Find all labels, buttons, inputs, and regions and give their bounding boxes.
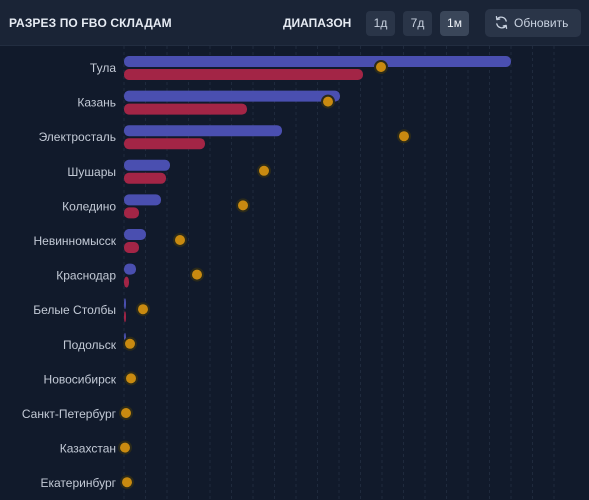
bars bbox=[124, 56, 511, 344]
marker-point bbox=[124, 371, 138, 386]
marker-point bbox=[236, 198, 250, 213]
category-label: Казахстан bbox=[60, 442, 116, 456]
bar-series-2 bbox=[124, 242, 139, 253]
category-label: Новосибирск bbox=[44, 372, 117, 386]
category-label: Шушары bbox=[67, 165, 116, 179]
marker-point bbox=[374, 60, 388, 74]
category-label: Санкт-Петербург bbox=[22, 407, 117, 421]
bar-series-1 bbox=[124, 90, 340, 102]
marker-point bbox=[257, 163, 271, 178]
refresh-label: Обновить bbox=[514, 16, 569, 30]
bar-series-2 bbox=[124, 276, 129, 288]
category-label: Краснодар bbox=[56, 269, 116, 283]
bar-series-2 bbox=[124, 103, 247, 115]
bar-series-1 bbox=[124, 263, 136, 275]
bar-series-2 bbox=[124, 172, 166, 184]
category-label: Казань bbox=[77, 96, 116, 110]
category-label: Невинномысск bbox=[34, 234, 117, 248]
range-label: ДИАПАЗОН bbox=[283, 16, 352, 30]
marker-point bbox=[118, 440, 132, 455]
chart-header: РАЗРЕЗ ПО FBO СКЛАДАМ ДИАПАЗОН 1д 7д 1м … bbox=[0, 0, 589, 46]
marker-point bbox=[136, 302, 150, 317]
range-1d-button[interactable]: 1д bbox=[366, 11, 395, 36]
range-1m-button[interactable]: 1м bbox=[440, 11, 469, 36]
marker-point bbox=[173, 233, 187, 247]
bar-series-2 bbox=[124, 69, 363, 80]
bar-series-2 bbox=[124, 311, 126, 323]
category-label: Электросталь bbox=[39, 130, 116, 144]
category-labels: Тула Казань Электросталь Шушары Коледино Неви… bbox=[22, 61, 117, 490]
category-label: Екатеринбург bbox=[41, 476, 117, 490]
page-title: РАЗРЕЗ ПО FBO СКЛАДАМ bbox=[9, 16, 172, 30]
bar-series-1 bbox=[124, 229, 146, 240]
grid-lines bbox=[123, 46, 555, 500]
bar-series-2 bbox=[124, 138, 205, 150]
category-label: Подольск bbox=[63, 338, 117, 352]
bar-series-1 bbox=[124, 125, 282, 137]
bar-series-1 bbox=[124, 159, 170, 171]
marker-point bbox=[321, 94, 335, 109]
bar-series-1 bbox=[124, 56, 511, 67]
category-label: Тула bbox=[90, 61, 116, 75]
bar-series-2 bbox=[124, 207, 139, 219]
marker-point bbox=[190, 267, 204, 282]
bar-series-1 bbox=[124, 298, 126, 310]
marker-point bbox=[123, 336, 137, 351]
range-7d-button[interactable]: 7д bbox=[403, 11, 432, 36]
marker-point bbox=[120, 475, 134, 490]
bar-series-1 bbox=[124, 194, 161, 206]
markers bbox=[118, 60, 411, 490]
category-label: Коледино bbox=[62, 199, 116, 213]
marker-point bbox=[397, 129, 411, 144]
refresh-button[interactable]: Обновить bbox=[485, 9, 581, 37]
warehouse-chart: Тула Казань Электросталь Шушары Коледино Неви… bbox=[22, 46, 555, 500]
marker-point bbox=[119, 406, 133, 420]
refresh-icon bbox=[495, 16, 508, 29]
category-label: Белые Столбы bbox=[33, 303, 116, 317]
